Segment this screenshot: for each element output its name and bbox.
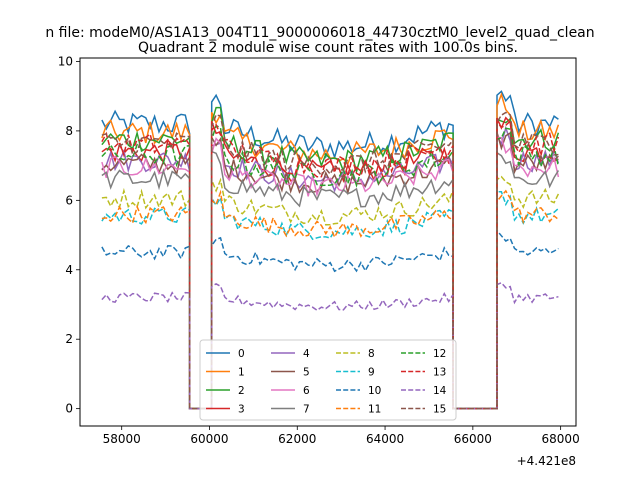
legend-label-6: 6 [303, 385, 310, 397]
y-tick-label: 6 [65, 193, 73, 207]
x-tick-label: 60000 [190, 432, 228, 446]
legend-label-10: 10 [368, 385, 381, 397]
y-tick-label: 8 [65, 124, 73, 138]
legend-label-15: 15 [433, 404, 446, 416]
legend-label-4: 4 [303, 348, 310, 360]
x-tick-label: 68000 [542, 432, 580, 446]
legend-label-3: 3 [238, 404, 245, 416]
legend-label-14: 14 [433, 385, 447, 397]
x-tick-label: 58000 [103, 432, 141, 446]
chart-title: Quadrant 2 module wise count rates with … [138, 40, 518, 56]
series-line-10 [101, 228, 559, 410]
y-tick-label: 0 [65, 402, 73, 416]
x-tick-label: 62000 [278, 432, 316, 446]
legend-label-0: 0 [238, 348, 245, 360]
x-tick-label: 66000 [454, 432, 492, 446]
series-layer [101, 90, 560, 410]
legend-label-8: 8 [368, 348, 375, 360]
series-line-15 [101, 111, 559, 410]
legend-label-9: 9 [368, 367, 375, 379]
legend-label-7: 7 [303, 404, 310, 416]
chart-suptitle: n file: modeM0/AS1A13_004T11_9000006018_… [45, 25, 594, 41]
legend-label-1: 1 [238, 367, 245, 379]
y-tick-label: 10 [58, 54, 73, 68]
legend-label-12: 12 [433, 348, 446, 360]
y-tick-label: 2 [65, 332, 73, 346]
x-tick-label: 64000 [366, 432, 404, 446]
legend-label-2: 2 [238, 385, 245, 397]
legend-label-11: 11 [368, 404, 381, 416]
y-tick-label: 4 [65, 263, 73, 277]
plot-frame [79, 57, 577, 427]
legend-label-13: 13 [433, 367, 446, 379]
x-offset-label: +4.421e8 [517, 454, 576, 468]
legend-label-5: 5 [303, 367, 310, 379]
